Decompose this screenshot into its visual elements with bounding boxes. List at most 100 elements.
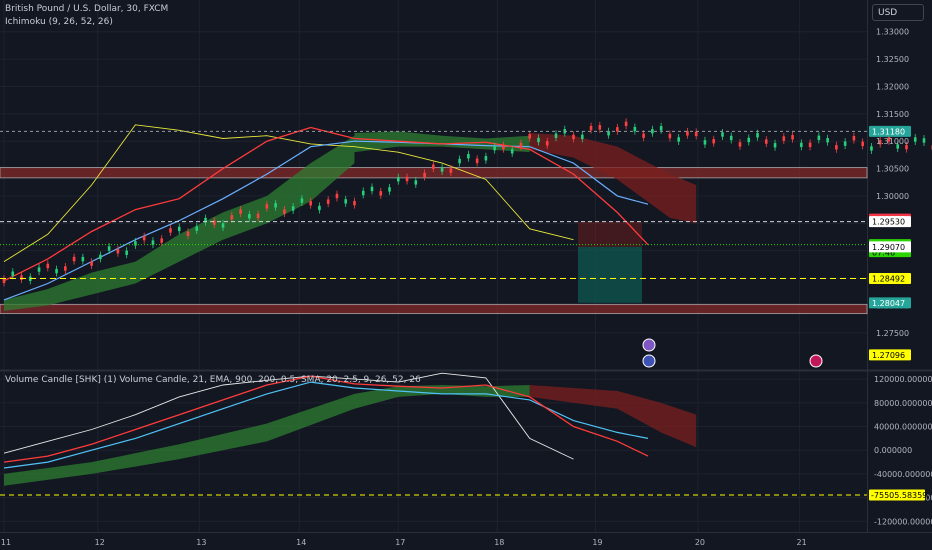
candle-body [528,134,532,139]
lower-marker-badge [869,489,925,501]
x-tick-label: 12 [95,538,105,547]
candle-body [712,139,716,144]
price-marker-label: 1.28492 [872,274,905,283]
main-y-tick-label: 1.30500 [876,165,909,174]
candle-body [256,213,260,219]
candle-body [616,127,619,132]
candle-body [747,137,751,143]
candle-body [510,149,514,154]
currency-button[interactable]: USD [872,4,924,21]
candle-body [694,131,698,137]
price-marker-badge [869,272,911,284]
candle-body [852,136,856,141]
lower-y-tick-label: 120000.000000 [874,375,932,384]
candle-body [160,238,164,243]
candle-body [773,143,777,148]
candle-body [291,206,295,211]
candle-body [169,228,172,233]
candle-body [756,133,759,138]
candle-body [738,142,742,147]
candle-body [344,199,348,204]
candle-body [335,193,339,199]
lower-indicator-legend[interactable]: Volume Candle [SHK] (1) Volume Candle, 2… [5,375,421,385]
lower-y-tick-label: -40000.000000 [874,470,932,479]
candle-body [817,135,821,141]
candle-body [624,121,628,127]
candle-body [467,154,470,159]
price-marker-label: 1.27096 [872,351,905,360]
candle-body [11,271,15,276]
kijun-sen-line [3,140,649,301]
candle-body [826,138,829,143]
candle-body [230,215,234,220]
candle-body [239,209,242,214]
candle-body [370,186,374,192]
price-marker-badge [869,216,911,228]
main-y-tick-label: 1.32000 [876,82,909,91]
kumo-bear-cloud [529,133,697,224]
candle-body [861,141,864,147]
candle-body [90,261,93,266]
candle-body [125,250,128,255]
candle-body [633,126,637,132]
candle-body [896,144,900,149]
x-tick-label: 21 [796,538,806,547]
price-marker-badge [869,241,911,253]
price-marker-badge [869,125,911,137]
resistance-zone [0,303,868,315]
lower-y-tick-label: 40000.000000 [874,423,932,432]
candle-body [186,231,190,237]
ichimoku-legend[interactable]: Ichimoku (9, 26, 52, 26) [5,17,113,27]
candle-body [668,133,672,139]
candle-body [475,158,479,163]
candle-body [414,180,418,185]
lower-y-tick-label: -120000.000000 [874,517,932,526]
candle-body [703,140,707,145]
candle-body [46,263,50,269]
symbol-title: British Pound / U.S. Dollar, 30, FXCM [5,4,169,14]
candle-body [204,217,207,223]
candle-body [721,132,724,137]
candle-body [913,137,917,142]
main-y-tick-label: 1.27500 [876,329,909,338]
x-tick-label: 20 [695,538,705,547]
price-marker-label: 1.28047 [872,299,905,308]
candle-body [283,209,286,214]
main-y-tick-label: 1.30000 [876,192,909,201]
x-tick-label: 19 [592,538,602,547]
candle-body [353,200,356,206]
x-tick-label: 14 [296,538,306,547]
candle-body [791,135,794,140]
candle-body [116,249,120,254]
candle-body [677,137,680,142]
candle-body [589,125,593,131]
candle-body [64,266,67,271]
candle-body [519,142,523,148]
candle-body [99,254,102,260]
candle-body [309,201,312,206]
candle-body [440,167,444,172]
position-target-box [578,246,642,303]
candle-body [37,267,41,272]
candle-body [782,136,786,141]
candle-body [81,256,85,262]
tenkan-sen-line [3,126,649,282]
candle-body [195,226,199,231]
candle-body [493,145,496,151]
candle-body [212,220,216,225]
lower-y-tick-label: 80000.000000 [874,399,932,408]
candle-body [300,198,304,203]
position-stop-box [578,221,642,247]
candle-body [502,144,505,150]
candle-body [764,139,768,144]
candle-body [808,142,812,148]
lightning-icon [642,338,656,352]
candle-body [20,275,23,280]
candle-body [396,177,400,182]
candle-body [800,142,803,148]
kumo-bull-cloud [4,135,355,311]
candle-body [905,144,908,150]
candle-body [922,138,926,143]
chikou-span-line [3,124,574,262]
